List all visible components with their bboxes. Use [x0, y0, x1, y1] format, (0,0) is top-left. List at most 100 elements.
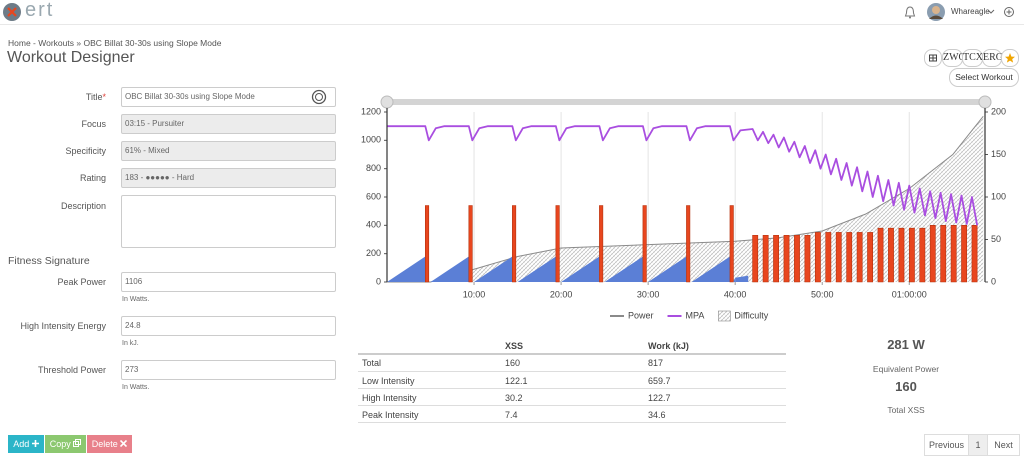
row-label: Total	[362, 358, 382, 368]
power-bar	[929, 225, 936, 283]
row-label: Low Intensity	[362, 376, 415, 386]
delete-button[interactable]: Delete	[87, 435, 132, 453]
rating-input: 183 - ●●●●● - Hard	[121, 168, 336, 188]
power-bar	[888, 227, 894, 283]
x-tick-label: 30:00	[637, 289, 660, 299]
y-tick-label: 0	[376, 276, 381, 286]
bell-icon[interactable]	[904, 6, 916, 19]
button-text: Add	[13, 439, 30, 449]
add-button[interactable]: Add	[8, 435, 44, 453]
threshold-input[interactable]: 273	[121, 360, 336, 380]
cell: 160	[505, 358, 521, 368]
y2-tick-label: 150	[991, 149, 1006, 159]
peak-power-input[interactable]: 1106	[121, 272, 336, 292]
cell: 659.7	[648, 376, 671, 386]
power-bar	[898, 227, 905, 283]
y-tick-label: 800	[366, 163, 381, 173]
power-bar	[971, 225, 978, 283]
power-bar	[877, 227, 884, 283]
field-hint: In Watts.	[122, 296, 150, 303]
fingerprint-icon[interactable]	[311, 89, 327, 105]
y-tick-label: 200	[366, 248, 381, 258]
user-name[interactable]: Whareagle	[951, 7, 990, 16]
field-label: Rating	[79, 173, 106, 183]
x-tick-label: 10:00	[463, 289, 486, 299]
add-icon[interactable]	[1003, 6, 1015, 18]
power-bar	[468, 205, 473, 283]
cell: 817	[648, 358, 664, 368]
logo-text[interactable]: ert	[25, 0, 55, 21]
equivalent-power: 281 W	[887, 337, 925, 352]
table-rule	[358, 405, 786, 406]
cell: 34.6	[648, 410, 666, 420]
power-bar	[555, 205, 560, 283]
total-xss: 160	[895, 379, 917, 394]
cell: 122.7	[648, 393, 671, 403]
slider-handle[interactable]	[978, 95, 992, 109]
y-tick-label: 1000	[361, 135, 381, 145]
format-button[interactable]: ZWO	[942, 49, 966, 67]
grid-icon	[929, 54, 937, 62]
description-input[interactable]	[121, 195, 336, 248]
power-bar	[961, 225, 968, 283]
format-button[interactable]: TCX	[962, 49, 983, 67]
power-bar	[846, 232, 853, 283]
power-bar	[804, 234, 811, 283]
title-input[interactable]: OBC Billat 30-30s using Slope Mode	[121, 87, 336, 107]
hie-input[interactable]: 24.8	[121, 316, 336, 336]
field-hint: In Watts.	[122, 384, 150, 391]
power-bar	[752, 234, 759, 283]
power-ramp	[735, 275, 749, 282]
favorite-button[interactable]	[1001, 49, 1019, 67]
table-rule	[358, 388, 786, 389]
star-icon	[1005, 53, 1015, 63]
power-bar	[773, 234, 780, 283]
field-label: Peak Power	[57, 277, 106, 287]
y2-tick-label: 200	[991, 106, 1006, 116]
copy-button[interactable]: Copy	[45, 435, 86, 453]
field-label: Specificity	[65, 146, 106, 156]
x-tick-label: 40:00	[724, 289, 747, 299]
chevron[interactable]	[987, 9, 995, 15]
table-button[interactable]	[924, 49, 942, 67]
power-bar	[825, 232, 832, 283]
format-button[interactable]: ERG	[982, 49, 1003, 67]
legend-label: Power	[628, 310, 654, 320]
power-bar	[783, 234, 790, 283]
power-bar	[940, 225, 947, 283]
page-number[interactable]: 1	[968, 434, 988, 456]
power-ramp	[691, 256, 730, 282]
power-bar	[512, 205, 517, 283]
required-mark: *	[102, 92, 106, 102]
field-label: Focus	[81, 119, 106, 129]
power-bar	[642, 205, 647, 283]
cell: 30.2	[505, 393, 523, 403]
summary-label: Equivalent Power	[872, 364, 940, 374]
power-ramp	[561, 256, 600, 282]
top-bar	[0, 0, 1024, 25]
breadcrumb-current: OBC Billat 30-30s using Slope Mode	[83, 38, 222, 48]
select-workout-button[interactable]: Select Workout	[949, 68, 1019, 87]
power-bar	[729, 205, 734, 283]
previous-page[interactable]: Previous	[924, 434, 969, 456]
breadcrumb: Home - Workouts » OBC Billat 30-30s usin…	[8, 38, 221, 48]
breadcrumb-link[interactable]: Home - Workouts	[8, 38, 74, 48]
field-label-text: Title	[85, 92, 103, 102]
power-bar	[686, 205, 691, 283]
avatar[interactable]	[926, 2, 946, 22]
power-bar	[835, 232, 842, 283]
next-page[interactable]: Next	[987, 434, 1020, 456]
field-label: High Intensity Energy	[20, 321, 106, 331]
button-text: Delete	[91, 439, 118, 449]
column-header: Work (kJ)	[648, 341, 689, 351]
y-tick-label: 600	[366, 191, 381, 201]
power-bar	[762, 234, 769, 283]
power-ramp	[648, 256, 687, 282]
specificity-input: 61% - Mixed	[121, 141, 336, 161]
row-label: High Intensity	[362, 393, 417, 403]
slider-handle[interactable]	[380, 95, 394, 109]
power-ramp	[733, 277, 736, 282]
logo-mark[interactable]	[2, 2, 24, 22]
page-title: Workout Designer	[7, 49, 135, 66]
